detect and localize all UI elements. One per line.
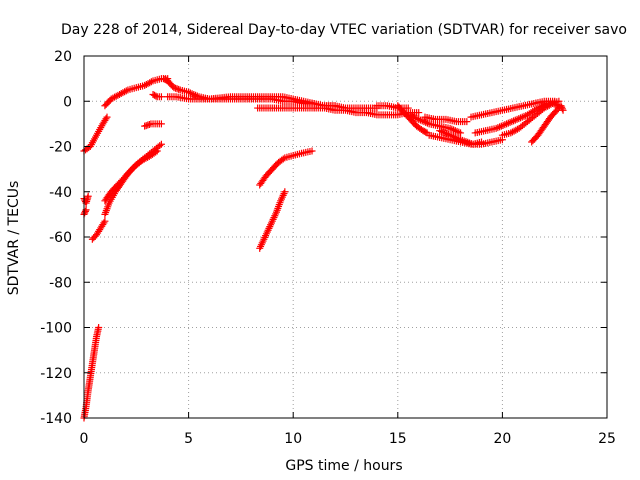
data-point xyxy=(558,105,566,113)
series-arc-27 xyxy=(528,102,567,146)
data-point xyxy=(415,109,423,117)
y-tick-label: -80 xyxy=(49,275,72,291)
series-arc-1 xyxy=(80,113,111,155)
y-tick-label: 20 xyxy=(54,49,72,65)
series-arc-13 xyxy=(254,104,318,112)
data-point xyxy=(559,106,567,114)
data-point xyxy=(422,128,430,136)
y-tick-label: -60 xyxy=(49,230,72,246)
x-tick-label: 5 xyxy=(184,431,193,447)
series-arc-4 xyxy=(80,324,103,422)
y-tick-label: -120 xyxy=(40,366,72,382)
series-arc-15 xyxy=(256,188,289,252)
data-point xyxy=(477,138,485,146)
data-point xyxy=(281,188,289,196)
data-series xyxy=(80,75,567,422)
y-tick-label: -20 xyxy=(49,140,72,156)
series-arc-8 xyxy=(101,75,172,110)
data-point xyxy=(157,140,165,148)
series-arc-20 xyxy=(404,111,465,137)
y-tick-label: -100 xyxy=(40,321,72,337)
series-arc-14 xyxy=(256,147,316,189)
data-point xyxy=(157,93,165,101)
y-tick-label: -40 xyxy=(49,185,72,201)
data-point xyxy=(557,102,565,110)
data-point xyxy=(152,148,160,156)
data-point xyxy=(152,92,160,100)
data-point xyxy=(463,118,471,126)
x-tick-label: 10 xyxy=(284,431,302,447)
data-point xyxy=(308,147,316,155)
data-point xyxy=(81,207,89,215)
x-tick-label: 20 xyxy=(493,431,511,447)
x-tick-label: 25 xyxy=(598,431,616,447)
data-point xyxy=(102,115,110,123)
data-point xyxy=(100,219,108,227)
y-tick-label: 0 xyxy=(63,94,72,110)
series-arc-17 xyxy=(321,102,381,112)
data-point xyxy=(101,217,109,225)
data-point xyxy=(156,142,164,150)
series-arc-18 xyxy=(373,102,412,112)
data-point xyxy=(122,87,130,95)
series-arc-12 xyxy=(164,93,318,108)
data-point xyxy=(153,147,161,155)
chart-title: Day 228 of 2014, Sidereal Day-to-day VTE… xyxy=(61,22,627,38)
x-tick-label: 0 xyxy=(80,431,89,447)
y-tick-label: -140 xyxy=(40,411,72,427)
series-arc-26 xyxy=(498,100,563,139)
data-point xyxy=(95,324,103,331)
series-arc-21 xyxy=(421,113,471,126)
data-point xyxy=(103,113,111,121)
data-point xyxy=(147,78,155,86)
data-point xyxy=(81,209,89,217)
series-arc-9 xyxy=(141,120,165,130)
x-tick-label: 15 xyxy=(389,431,407,447)
data-point xyxy=(84,192,92,200)
axis-ticks: 0 5 10 15 20 25 20 0 -20 -40 -60 -80 -100 -120 -140 xyxy=(40,49,616,447)
data-point xyxy=(457,129,465,137)
data-point xyxy=(404,104,412,112)
x-axis-label: GPS time / hours xyxy=(285,458,402,474)
y-axis-label: SDTVAR / TECUs xyxy=(6,181,22,296)
data-point xyxy=(279,155,287,163)
data-point xyxy=(558,103,566,111)
series-arc-7 xyxy=(101,147,161,205)
series-arc-23 xyxy=(436,127,485,148)
series-arc-10 xyxy=(149,90,165,101)
series-arc-5 xyxy=(88,217,109,243)
data-point xyxy=(157,120,165,128)
